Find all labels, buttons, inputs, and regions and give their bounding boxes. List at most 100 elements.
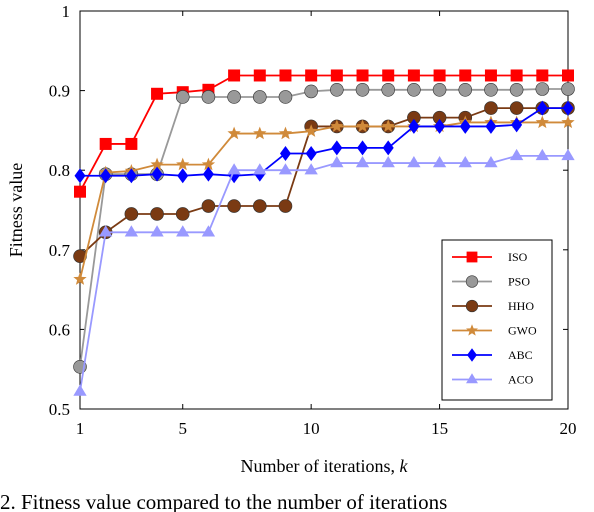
legend-label: ABC xyxy=(508,348,533,362)
circle-marker xyxy=(201,90,216,104)
series-aco xyxy=(73,148,575,396)
triangle-marker xyxy=(484,156,498,168)
star-marker xyxy=(201,157,216,171)
y-tick-label: 0.6 xyxy=(49,320,70,339)
circle-marker xyxy=(252,199,267,213)
diamond-marker xyxy=(125,168,137,184)
circle-marker xyxy=(509,101,524,115)
x-tick-label: 5 xyxy=(178,419,187,438)
y-tick-label: 1 xyxy=(62,2,71,21)
square-marker xyxy=(536,69,549,82)
circle-marker xyxy=(561,82,575,96)
circle-marker xyxy=(407,83,421,97)
circle-marker xyxy=(175,90,190,104)
square-marker xyxy=(407,69,420,82)
circle-marker xyxy=(73,249,87,263)
diamond-marker xyxy=(331,140,343,156)
triangle-marker xyxy=(304,163,318,175)
star-marker xyxy=(466,324,478,336)
circle-marker xyxy=(150,207,164,221)
triangle-marker xyxy=(466,373,478,384)
plot-frame xyxy=(79,10,569,410)
star-marker xyxy=(355,119,370,133)
triangle-marker xyxy=(99,225,113,237)
square-marker xyxy=(125,137,138,150)
star-marker xyxy=(73,272,87,285)
diamond-marker xyxy=(459,118,471,134)
circle-marker xyxy=(330,83,344,97)
series-line xyxy=(79,121,568,280)
plot-area: 1 5 10 15 200.50.60.70.80.91 xyxy=(49,2,577,438)
diamond-marker xyxy=(177,168,189,184)
series-line xyxy=(79,154,568,392)
triangle-marker xyxy=(73,384,87,396)
diamond-marker xyxy=(202,166,214,182)
triangle-marker xyxy=(432,156,447,168)
square-marker xyxy=(99,137,112,150)
x-tick-label: 15 xyxy=(431,419,448,438)
square-marker xyxy=(74,185,86,198)
legend-item-hho: HHO xyxy=(452,299,534,313)
star-marker xyxy=(278,126,293,140)
axis-ticks: 1 5 10 15 200.50.60.70.80.91 xyxy=(49,2,577,438)
series-abc xyxy=(74,100,574,184)
circle-marker xyxy=(278,90,293,104)
star-marker xyxy=(330,119,344,133)
triangle-marker xyxy=(278,163,293,175)
square-marker xyxy=(433,69,446,82)
diamond-marker xyxy=(357,140,369,156)
triangle-marker xyxy=(381,156,395,168)
diamond-marker xyxy=(562,100,574,116)
square-marker xyxy=(466,251,478,263)
triangle-marker xyxy=(176,225,190,237)
legend-item-pso: PSO xyxy=(452,275,530,289)
circle-marker xyxy=(278,199,293,213)
circle-marker xyxy=(484,83,498,97)
diamond-marker xyxy=(382,140,394,156)
diamond-marker xyxy=(305,145,317,161)
diamond-marker xyxy=(434,118,446,134)
y-tick-label: 0.7 xyxy=(49,241,71,260)
circle-marker xyxy=(227,199,241,213)
legend-label: ACO xyxy=(508,373,534,387)
diamond-marker xyxy=(467,348,477,362)
star-marker xyxy=(561,115,575,129)
triangle-marker xyxy=(201,225,216,237)
circle-marker xyxy=(509,83,524,97)
star-marker xyxy=(253,126,267,140)
diamond-marker xyxy=(74,168,86,184)
y-tick-label: 0.8 xyxy=(49,161,70,180)
star-marker xyxy=(227,126,241,140)
circle-marker xyxy=(381,83,396,97)
triangle-marker xyxy=(458,156,472,168)
diamond-marker xyxy=(511,117,523,133)
square-marker xyxy=(253,69,266,82)
legend: ISO PSO HHO GWO ABC ACO xyxy=(441,239,553,401)
legend-label: PSO xyxy=(508,275,530,289)
triangle-marker xyxy=(407,156,421,168)
square-marker xyxy=(562,69,574,82)
x-tick-label: 1 xyxy=(76,419,85,438)
triangle-marker xyxy=(124,225,139,237)
square-marker xyxy=(356,69,369,82)
circle-marker xyxy=(201,199,216,213)
star-marker xyxy=(381,119,395,133)
diamond-marker xyxy=(536,100,548,116)
circle-marker xyxy=(432,83,447,97)
triangle-marker xyxy=(535,148,549,161)
square-marker xyxy=(279,69,292,82)
legend-label: GWO xyxy=(508,324,537,338)
circle-marker xyxy=(465,275,479,288)
legend-label: HHO xyxy=(508,299,534,313)
diamond-marker xyxy=(279,145,291,161)
diamond-marker xyxy=(100,168,112,184)
x-axis-label: Number of iterations, k xyxy=(241,456,409,476)
star-marker xyxy=(176,157,190,171)
circle-marker xyxy=(458,83,473,97)
triangle-marker xyxy=(355,156,370,168)
star-marker xyxy=(304,124,318,137)
legend-label: ISO xyxy=(508,250,528,264)
circle-marker xyxy=(535,82,550,96)
series-iso xyxy=(74,69,574,198)
